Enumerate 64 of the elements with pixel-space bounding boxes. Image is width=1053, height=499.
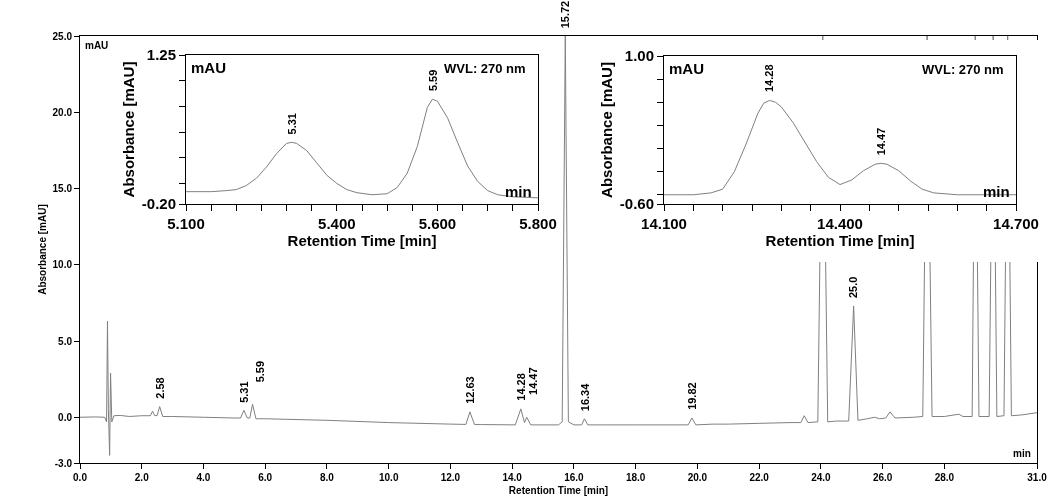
annotation: 14.28: [514, 373, 527, 401]
y-tick-label: 25.0: [52, 30, 73, 42]
x-tick-label: 6.0: [258, 472, 273, 483]
x-tick-label: 14.700: [993, 215, 1039, 232]
x-axis-title: Retention Time [min]: [508, 484, 609, 496]
annotation: 16.34: [578, 382, 591, 412]
x-tick-label: 24.0: [811, 472, 832, 483]
y-axis-title: Absorbance [mAU]: [598, 62, 616, 198]
y-tick-label: -0.20: [141, 195, 176, 213]
annotation: 14.47: [874, 127, 887, 156]
annotation: 5.31: [285, 113, 298, 135]
annotation: mAU: [85, 40, 109, 51]
y-tick-label: 10.0: [52, 259, 73, 271]
annotation: 14.28: [763, 64, 776, 92]
annotation: 25.0: [847, 276, 860, 299]
y-axis-title: Absorbance [mAU]: [120, 61, 138, 198]
line-series: [186, 98, 538, 199]
x-tick-label: 18.0: [625, 472, 646, 483]
x-tick-label: 10.0: [378, 472, 399, 483]
annotation: 5.59: [253, 360, 266, 383]
y-tick-label: 0.0: [58, 411, 73, 423]
x-tick-label: 31.0: [1027, 472, 1048, 483]
annotation: mAU: [669, 60, 705, 77]
x-tick-label: 5.100: [167, 215, 205, 232]
x-tick-label: 12.0: [440, 472, 461, 483]
annotation: WVL: 270 nm: [922, 62, 1004, 77]
x-tick-label: 20.0: [687, 472, 708, 483]
y-axis-title: Absorbance [mAU]: [36, 204, 48, 295]
y-tick-label: 1.00: [624, 47, 654, 65]
x-axis-title: Retention Time [min]: [287, 232, 437, 249]
y-tick-label: -0.60: [619, 195, 654, 213]
annotation: min: [983, 183, 1010, 200]
x-tick-label: 2.0: [134, 472, 150, 483]
annotation: min: [505, 183, 532, 200]
x-tick-label: 28.0: [934, 472, 955, 483]
x-tick-label: 5.600: [418, 215, 457, 232]
y-tick-label: 20.0: [52, 106, 73, 118]
y-tick-label: 15.0: [52, 183, 73, 194]
x-axis-title: Retention Time [min]: [765, 232, 915, 249]
y-tick-label: 5.0: [58, 335, 73, 347]
x-tick-label: 14.100: [641, 215, 687, 232]
x-tick-label: 14.400: [817, 215, 863, 232]
annotation: min: [1013, 448, 1031, 459]
annotation: 2.58: [153, 377, 166, 399]
x-tick-label: 16.0: [564, 472, 585, 483]
x-tick-label: 26.0: [872, 472, 893, 483]
x-tick-label: 22.0: [749, 472, 770, 483]
y-tick-label: 1.25: [146, 46, 176, 64]
annotation: mAU: [191, 59, 227, 76]
annotation: 12.63: [463, 376, 476, 404]
y-tick-label: -3.0: [54, 457, 73, 469]
annotation: 19.82: [685, 382, 698, 410]
annotation: 14.47: [527, 367, 540, 395]
x-tick-label: 5.800: [519, 215, 557, 232]
annotation: 5.59: [426, 69, 439, 92]
x-tick-label: 5.400: [318, 215, 356, 232]
x-tick-label: 4.0: [196, 472, 211, 483]
annotation: 5.31: [238, 381, 251, 403]
x-tick-label: 14.0: [502, 472, 523, 483]
x-tick-label: 8.0: [320, 472, 335, 483]
annotation: 15.72: [559, 0, 572, 29]
annotation: WVL: 270 nm: [444, 61, 526, 76]
line-series: [664, 99, 1016, 196]
x-tick-label: 0.0: [73, 472, 88, 483]
